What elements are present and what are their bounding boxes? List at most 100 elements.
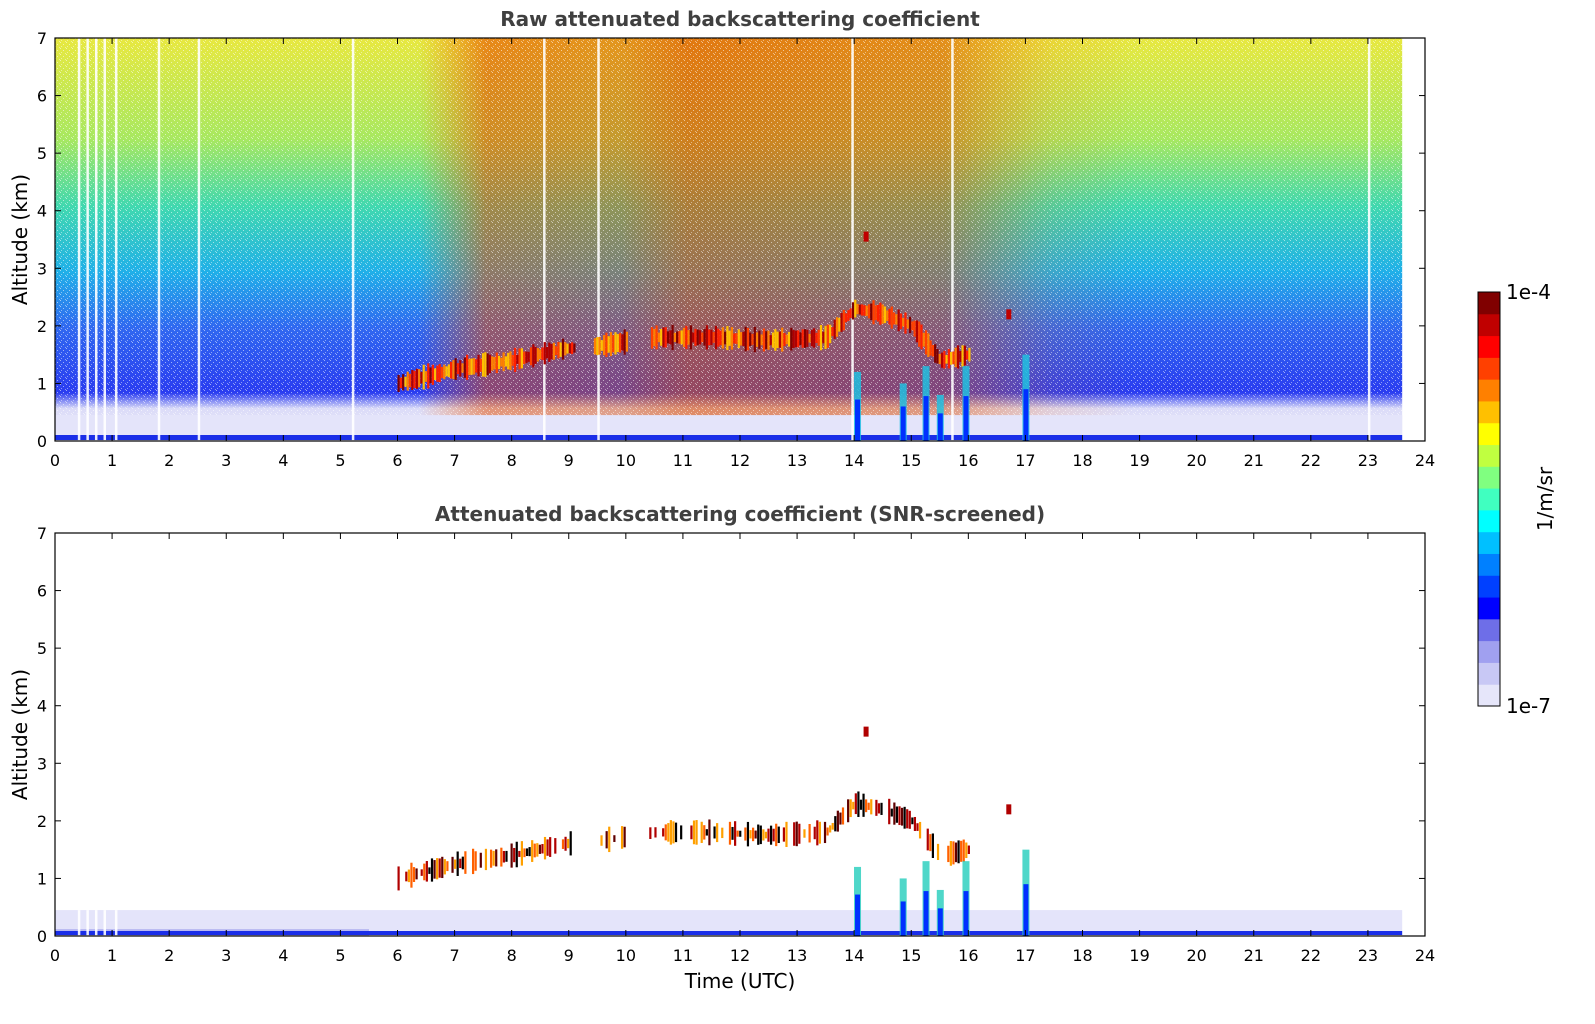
cloud-mark xyxy=(623,329,626,355)
cloud-mark xyxy=(710,329,713,346)
cloud-mark xyxy=(742,331,745,347)
cloud-mark xyxy=(443,364,446,380)
cloud-mark xyxy=(464,851,467,874)
cloud-mark xyxy=(674,822,678,843)
cloud-mark xyxy=(399,377,402,389)
cloud-mark xyxy=(516,354,519,364)
precip-core xyxy=(900,901,906,936)
y-tick-label: 6 xyxy=(37,87,47,106)
colorbar-steps xyxy=(1478,292,1500,707)
cloud-mark xyxy=(664,327,667,348)
cloud-mark xyxy=(653,328,656,347)
cloud-mark xyxy=(854,299,857,318)
x-tick-label: 10 xyxy=(616,451,636,470)
x-tick-label: 18 xyxy=(1072,946,1092,965)
cloud-mark xyxy=(744,326,747,352)
cloud-mark xyxy=(911,817,914,825)
cloud-mark xyxy=(961,345,964,367)
cloud-mark xyxy=(813,328,816,348)
cloud-mark xyxy=(671,324,674,350)
cloud-mark xyxy=(413,370,416,389)
cloud-mark xyxy=(829,324,832,344)
cloud-mark xyxy=(520,841,523,866)
colorbar-max-label: 1e-4 xyxy=(1506,280,1551,304)
top-y-axis-label: Altitude (km) xyxy=(8,174,32,305)
colorbar-step xyxy=(1478,575,1500,598)
x-tick-label: 1 xyxy=(107,946,117,965)
cloud-mark xyxy=(927,333,930,358)
cloud-mark xyxy=(892,312,896,325)
cloud-mark xyxy=(509,351,512,371)
cloud-mark xyxy=(548,342,551,362)
cloud-mark xyxy=(436,365,439,382)
cloud-mark xyxy=(913,816,917,831)
cloud-mark xyxy=(525,351,528,364)
x-tick-label: 16 xyxy=(958,946,978,965)
cloud-mark xyxy=(857,791,860,817)
cloud-mark xyxy=(475,359,478,373)
x-tick-label: 8 xyxy=(507,946,517,965)
cloud-mark xyxy=(813,826,816,840)
bottom-panel: 0 1 2 3 4 5 6 7 8 9 10 11 12 13 14 15 16 17 18 19 20 21 22 23 24… xyxy=(8,502,1435,993)
x-tick-label: 17 xyxy=(1015,451,1035,470)
x-tick-label: 2 xyxy=(164,946,174,965)
cloud-mark xyxy=(461,856,464,870)
cloud-mark xyxy=(799,332,802,346)
cloud-mark xyxy=(847,799,850,823)
cloud-mark xyxy=(960,840,963,862)
cloud-mark xyxy=(468,358,471,376)
top-panel: 0 1 2 3 4 5 6 7 8 9 10 11 12 13 14 15 16 17 18 19 20 21 22 23 24… xyxy=(8,7,1435,470)
cloud-mark xyxy=(423,863,426,881)
cloud-mark xyxy=(536,843,539,857)
cloud-mark xyxy=(852,801,855,810)
x-tick-label: 20 xyxy=(1186,451,1206,470)
cloud-mark xyxy=(450,361,453,379)
cloud-mark xyxy=(454,859,457,869)
cloud-mark xyxy=(495,352,498,374)
data-gap xyxy=(951,38,954,441)
y-tick-label: 4 xyxy=(37,202,47,221)
cloud-mark xyxy=(759,825,762,845)
cloud-mark xyxy=(895,806,899,823)
x-tick-label: 12 xyxy=(730,451,750,470)
cloud-mark xyxy=(886,310,889,321)
surface-return xyxy=(55,931,1403,935)
cloud-mark xyxy=(757,824,760,845)
cloud-mark xyxy=(888,308,891,325)
cloud-mark xyxy=(546,839,549,856)
colorbar-step xyxy=(1478,466,1500,489)
colorbar-step xyxy=(1478,488,1500,511)
cloud-mark xyxy=(625,331,629,352)
cloud-mark xyxy=(801,329,804,348)
x-tick-label: 22 xyxy=(1301,451,1321,470)
cloud-mark xyxy=(533,843,536,858)
y-tick-label: 6 xyxy=(37,582,47,601)
cloud-mark xyxy=(420,371,423,384)
cloud-mark xyxy=(424,371,428,382)
cloud-mark xyxy=(433,860,436,879)
cloud-mark xyxy=(783,333,786,346)
cloud-mark xyxy=(840,312,843,332)
cloud-mark xyxy=(803,829,806,838)
cloud-mark xyxy=(410,862,413,888)
x-tick-label: 8 xyxy=(507,451,517,470)
cloud-mark xyxy=(705,829,708,836)
cloud-mark xyxy=(550,343,553,360)
cloud-mark xyxy=(782,827,786,842)
cloud-mark xyxy=(654,827,657,838)
cloud-mark xyxy=(872,300,875,325)
cloud-mark xyxy=(841,807,845,825)
cloud-mark xyxy=(817,329,820,346)
cloud-mark xyxy=(771,332,775,348)
cloud-mark xyxy=(785,334,788,345)
precip-core xyxy=(855,399,861,441)
cloud-mark xyxy=(510,843,513,868)
top-chart-title: Raw attenuated backscattering coefficien… xyxy=(500,7,980,31)
top-x-axis: 0 1 2 3 4 5 6 7 8 9 10 11 12 13 14 15 16 17 18 19 20 21 22 23 24 xyxy=(50,38,1435,470)
y-tick-label: 4 xyxy=(37,697,47,716)
cloud-mark xyxy=(440,366,444,379)
cloud-mark xyxy=(728,821,732,845)
cloud-mark xyxy=(952,351,955,365)
x-tick-label: 3 xyxy=(221,946,231,965)
cloud-mark xyxy=(861,304,864,316)
